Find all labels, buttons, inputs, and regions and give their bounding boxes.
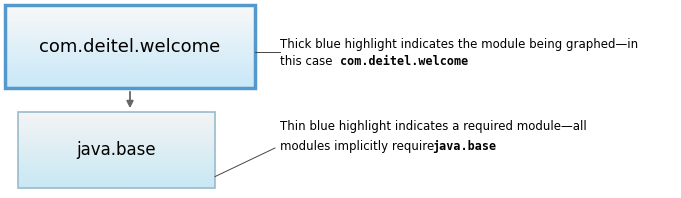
Text: java.base: java.base [77, 141, 157, 159]
Text: java.base: java.base [432, 140, 496, 153]
Bar [18, 112, 215, 188]
Text: modules implicitly require: modules implicitly require [280, 140, 438, 153]
Bar [5, 5, 255, 88]
Text: com.deitel.welcome: com.deitel.welcome [340, 55, 469, 68]
Text: this case: this case [280, 55, 336, 68]
Text: Thick blue highlight indicates the module being graphed—in: Thick blue highlight indicates the modul… [280, 38, 638, 51]
Text: Thin blue highlight indicates a required module—all: Thin blue highlight indicates a required… [280, 120, 587, 133]
Text: com.deitel.welcome: com.deitel.welcome [39, 37, 221, 55]
